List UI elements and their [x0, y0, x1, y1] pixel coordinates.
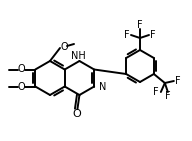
Text: F: F: [165, 91, 171, 101]
Text: F: F: [153, 87, 159, 97]
Text: F: F: [124, 30, 130, 40]
Text: N: N: [99, 82, 107, 92]
Text: F: F: [150, 30, 156, 40]
Text: F: F: [137, 20, 143, 30]
Text: O: O: [72, 109, 81, 119]
Text: O: O: [17, 64, 25, 74]
Text: NH: NH: [71, 51, 86, 61]
Text: F: F: [175, 76, 181, 86]
Text: O: O: [17, 81, 25, 92]
Text: O: O: [60, 42, 68, 52]
